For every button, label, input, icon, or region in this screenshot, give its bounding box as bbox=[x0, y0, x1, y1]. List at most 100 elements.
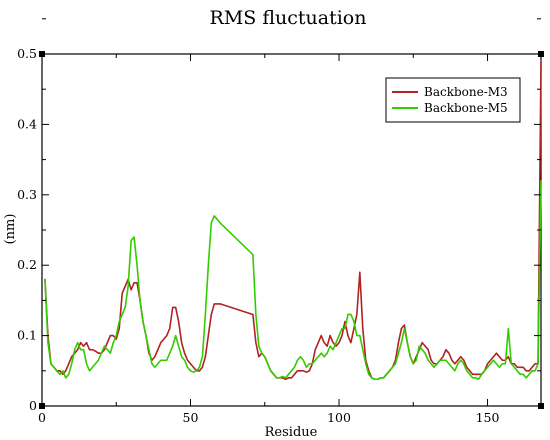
data-point bbox=[466, 370, 468, 372]
data-point bbox=[299, 356, 302, 358]
data-point bbox=[139, 299, 141, 301]
data-point bbox=[317, 342, 319, 344]
data-point bbox=[252, 254, 254, 256]
data-point bbox=[472, 373, 474, 375]
data-point bbox=[495, 352, 498, 354]
data-point bbox=[329, 335, 331, 337]
data-point bbox=[480, 373, 483, 375]
data-point bbox=[311, 363, 313, 365]
y-axis-label: (nm) bbox=[3, 214, 18, 245]
data-point bbox=[371, 377, 373, 379]
x-tick-label: 150 bbox=[476, 410, 500, 425]
data-point bbox=[195, 370, 198, 372]
data-point bbox=[341, 335, 343, 337]
data-point bbox=[305, 366, 307, 368]
data-point bbox=[281, 375, 284, 378]
data-point bbox=[71, 356, 73, 358]
data-point bbox=[454, 363, 456, 365]
data-point bbox=[192, 366, 195, 368]
data-point bbox=[457, 363, 459, 365]
data-point bbox=[478, 378, 480, 380]
data-point bbox=[74, 349, 76, 351]
data-point bbox=[53, 366, 55, 368]
data-point bbox=[124, 306, 126, 309]
data-point bbox=[504, 363, 506, 365]
data-point bbox=[94, 350, 97, 352]
data-point bbox=[276, 377, 278, 379]
data-point bbox=[338, 335, 340, 337]
data-point bbox=[323, 342, 325, 344]
data-point bbox=[145, 335, 147, 337]
data-point bbox=[273, 373, 275, 375]
x-axis: 0 50 100 150 bbox=[38, 54, 500, 425]
data-point bbox=[320, 335, 322, 337]
data-point bbox=[154, 356, 156, 358]
data-point bbox=[91, 349, 94, 351]
data-point bbox=[216, 303, 218, 305]
data-point bbox=[335, 345, 337, 347]
data-point bbox=[88, 349, 91, 351]
data-point bbox=[522, 373, 524, 375]
data-point bbox=[186, 359, 189, 361]
data-point bbox=[460, 356, 462, 358]
data-point bbox=[433, 366, 435, 368]
data-point bbox=[118, 320, 120, 323]
data-point bbox=[427, 359, 429, 361]
data-point bbox=[353, 320, 355, 323]
data-point bbox=[50, 363, 52, 365]
data-point bbox=[317, 356, 319, 358]
data-point bbox=[284, 378, 287, 380]
legend-box bbox=[385, 77, 521, 123]
data-point bbox=[77, 342, 79, 344]
data-point bbox=[56, 370, 58, 372]
data-point bbox=[400, 342, 402, 344]
data-point bbox=[163, 338, 165, 340]
data-point bbox=[525, 370, 527, 372]
chart-title: RMS fluctuation bbox=[210, 7, 367, 29]
data-point bbox=[148, 349, 150, 351]
x-tick-label: 0 bbox=[38, 410, 46, 425]
data-point bbox=[424, 345, 426, 347]
data-point bbox=[47, 342, 49, 344]
data-point bbox=[255, 313, 257, 316]
data-point bbox=[279, 377, 281, 379]
data-point bbox=[213, 303, 215, 305]
legend: Backbone-M3 Backbone-M5 bbox=[385, 77, 521, 123]
data-point bbox=[59, 370, 61, 372]
data-point bbox=[261, 352, 263, 354]
data-point bbox=[97, 352, 100, 354]
data-point bbox=[466, 366, 468, 368]
series-line bbox=[44, 180, 542, 381]
data-point bbox=[287, 377, 290, 379]
data-point bbox=[430, 359, 432, 361]
data-point bbox=[326, 345, 328, 347]
data-point bbox=[442, 356, 444, 358]
x-tick-label: 50 bbox=[183, 410, 199, 425]
data-point bbox=[136, 264, 138, 266]
x-tick-label: 100 bbox=[327, 410, 351, 425]
data-point bbox=[80, 349, 82, 351]
data-point bbox=[365, 363, 367, 365]
data-point bbox=[109, 352, 111, 354]
data-point bbox=[201, 356, 203, 358]
data-point bbox=[91, 366, 94, 368]
data-point bbox=[347, 313, 349, 316]
data-point bbox=[163, 359, 165, 361]
data-point bbox=[112, 335, 114, 337]
data-point bbox=[525, 377, 527, 379]
y-tick-label: 0.4 bbox=[17, 116, 37, 131]
data-point bbox=[528, 373, 530, 375]
data-point bbox=[189, 363, 192, 365]
data-point bbox=[519, 366, 521, 368]
data-point bbox=[213, 215, 215, 217]
data-point bbox=[531, 370, 533, 372]
data-point bbox=[112, 342, 114, 344]
data-point bbox=[400, 327, 402, 330]
data-point bbox=[175, 335, 177, 337]
data-point bbox=[445, 359, 447, 361]
data-point bbox=[264, 356, 266, 358]
data-point bbox=[501, 363, 503, 365]
data-point bbox=[469, 370, 471, 372]
data-point bbox=[68, 373, 70, 375]
